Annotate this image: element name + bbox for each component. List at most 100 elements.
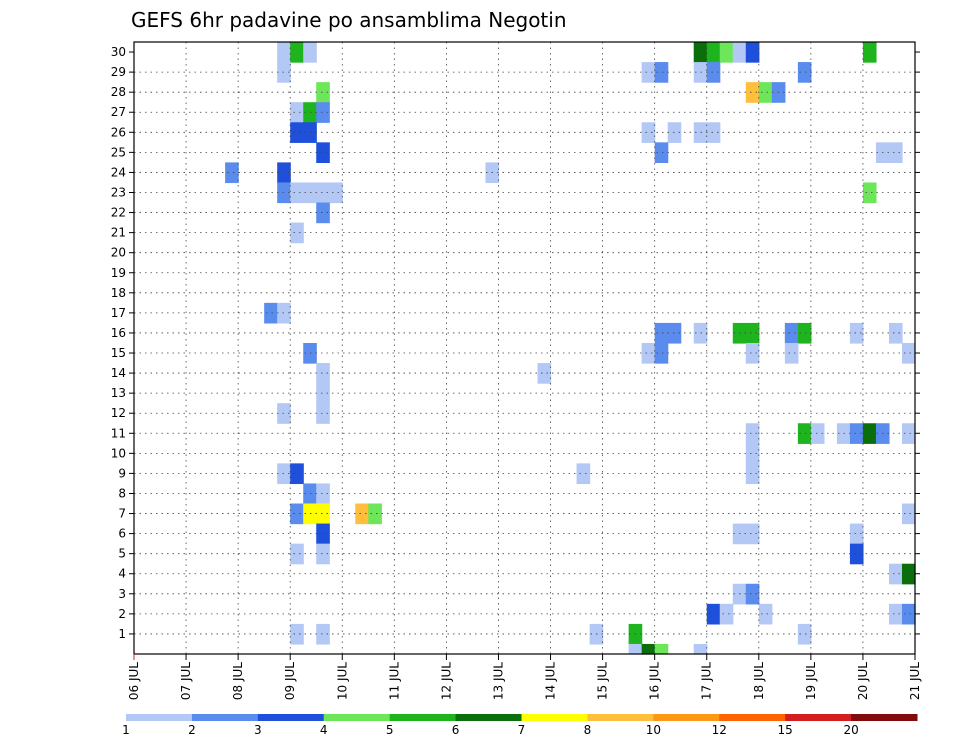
heatmap-cell [303,42,317,63]
heatmap-cell [654,62,669,83]
heatmap-cell [316,543,330,565]
y-tick-label: 15 [111,346,126,360]
heatmap-cell [745,342,760,364]
heatmap-cell [316,483,330,505]
heatmap-cell [316,363,330,384]
y-tick-label: 4 [118,567,126,581]
heatmap-cell [641,122,656,143]
heatmap-cell [849,523,864,545]
heatmap-cell [784,322,799,344]
x-tick-label: 16 JUL [648,662,662,700]
legend-swatch [719,714,786,721]
x-tick-label: 07 JUL [179,662,193,700]
y-tick-label: 5 [118,547,126,561]
heatmap-cell [732,42,747,63]
x-tick-label: 08 JUL [231,662,245,700]
heatmap-cell [290,222,304,244]
heatmap-cell [758,82,773,103]
y-tick-label: 21 [111,226,126,240]
legend-swatch [257,714,325,721]
y-tick-label: 8 [118,486,126,500]
heatmap-cell [693,643,708,655]
y-tick-label: 27 [111,105,126,119]
heatmap-cell [628,643,643,655]
x-axis: 06 JUL 07 JUL 08 JUL 09 JUL 10 JUL 11 JUL 12 J… [127,654,922,700]
y-tick-label: 23 [111,185,126,199]
legend-swatch [587,714,654,721]
heatmap-cell [316,142,330,163]
heatmap-cell [901,423,916,444]
heatmap-cell [654,142,669,163]
y-tick-label: 6 [118,527,126,541]
plot-frame [133,41,916,655]
heatmap-cell [290,543,304,565]
heatmap-cell [225,162,239,184]
heatmap-cell [290,102,304,123]
heatmap-cell [641,342,656,364]
legend-label: 3 [254,723,262,737]
heatmap-cell [745,82,760,103]
heatmap-cell [901,503,916,525]
legend-swatch [126,714,193,721]
legend-label: 8 [584,723,592,737]
heatmap-cell [862,42,877,63]
heatmap-cell [888,142,903,163]
heatmap-cell [745,523,760,545]
heatmap-cell [784,342,799,364]
legend-swatch [653,714,720,721]
y-axis: 1234567891011121314151617181920212223242… [111,45,920,641]
x-tick-label: 19 JUL [804,662,818,700]
heatmap-cell [368,503,382,525]
x-tick-label: 18 JUL [752,662,766,700]
heatmap-cell [719,603,734,625]
heatmap-cell [316,403,330,424]
heatmap-cell [797,62,812,83]
heatmap-cell [316,523,330,545]
heatmap-cell [316,503,330,525]
heatmap-cell [641,62,656,83]
heatmap-cell [745,423,760,444]
y-tick-label: 20 [111,246,126,260]
legend-label: 5 [386,723,394,737]
legend-label: 1 [122,723,130,737]
heatmap-cell [706,42,721,63]
heatmap-cell [290,623,304,645]
heatmap-cell [706,603,721,625]
y-tick-label: 16 [111,326,126,340]
heatmap-cell [329,182,343,204]
heatmap-cell [290,182,304,204]
y-tick-label: 26 [111,125,126,139]
chart-title: GEFS 6hr padavine po ansamblima Negotin [131,8,567,32]
legend-label: 7 [518,723,526,737]
y-tick-label: 18 [111,286,126,300]
legend-swatch [851,714,918,721]
legend-label: 6 [452,723,460,737]
x-tick-label: 06 JUL [127,662,141,700]
color-legend: 1 2 3 4 5 6 7 8 10 12 15 20 [122,714,918,737]
heatmap-cell [693,42,708,63]
x-tick-label: 21 JUL [908,662,922,700]
heatmap-cell [758,603,773,625]
heatmap-cell [290,42,304,63]
legend-label: 2 [188,723,196,737]
heatmap-cell [797,322,812,344]
heatmap-cell [862,423,877,444]
x-tick-label: 20 JUL [856,662,870,700]
x-tick-label: 17 JUL [700,662,714,700]
heatmap-cell [888,603,903,625]
heatmap-cell [290,463,304,485]
y-tick-label: 12 [111,406,126,420]
heatmap-cell [719,42,734,63]
heatmap-cell [654,643,669,655]
y-tick-label: 3 [118,587,126,601]
heatmap-cell [641,643,656,655]
heatmap-cells [225,42,916,655]
grid-lines [134,42,915,654]
heatmap-cell [849,322,864,344]
heatmap-cell [849,423,864,444]
legend-swatch [389,714,457,721]
heatmap-cell [316,82,330,103]
legend-label: 20 [843,723,858,737]
legend-swatch [191,714,259,721]
heatmap-cell [797,623,812,645]
